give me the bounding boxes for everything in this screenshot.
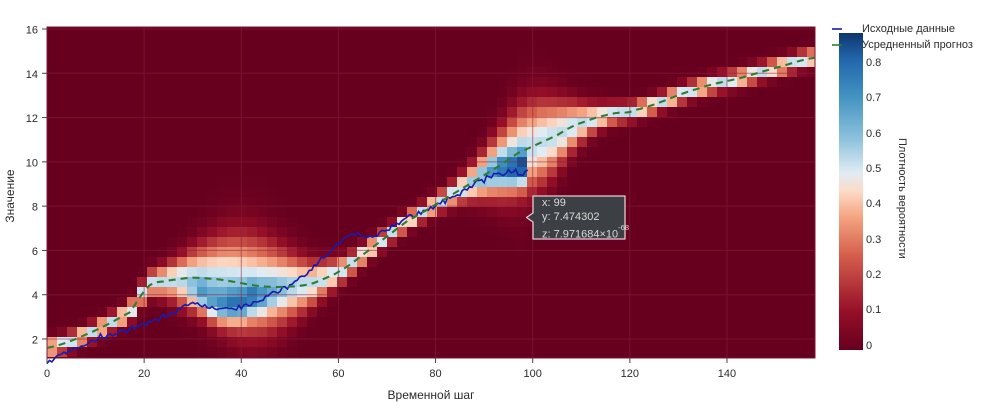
svg-text:16: 16 — [26, 25, 38, 37]
svg-text:140: 140 — [718, 368, 736, 380]
svg-text:10: 10 — [26, 157, 38, 169]
svg-text:0: 0 — [44, 368, 50, 380]
svg-text:20: 20 — [138, 368, 150, 380]
svg-text:80: 80 — [429, 368, 441, 380]
svg-text:Значение: Значение — [3, 169, 17, 223]
svg-text:4: 4 — [32, 290, 38, 302]
svg-text:8: 8 — [32, 202, 38, 214]
svg-text:120: 120 — [621, 368, 639, 380]
svg-text:60: 60 — [332, 368, 344, 380]
svg-text:6: 6 — [32, 246, 38, 258]
svg-text:14: 14 — [26, 69, 38, 81]
svg-text:Временной шаг: Временной шаг — [388, 388, 476, 402]
svg-text:2: 2 — [32, 335, 38, 347]
svg-text:40: 40 — [235, 368, 247, 380]
svg-text:12: 12 — [26, 113, 38, 125]
svg-text:100: 100 — [524, 368, 542, 380]
